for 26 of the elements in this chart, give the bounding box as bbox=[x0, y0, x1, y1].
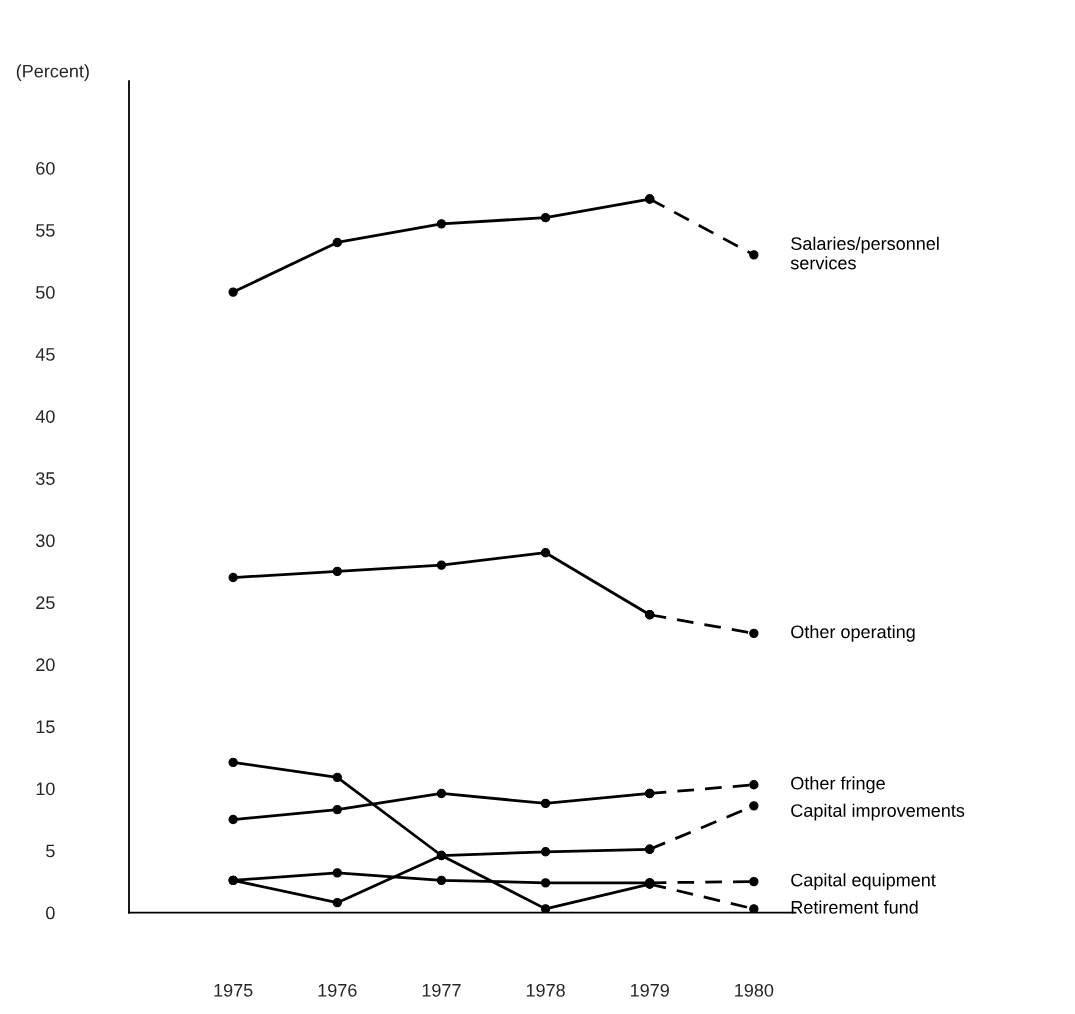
text: Salaries/personnel services bbox=[790, 236, 939, 270]
y-axis-title: (Percent) bbox=[16, 64, 89, 82]
y-tick-label: 45 bbox=[35, 348, 55, 361]
text: Capital improvements bbox=[791, 803, 965, 821]
y-tick-label: 15 bbox=[36, 720, 55, 734]
x-tick-label: 1980 bbox=[735, 983, 774, 997]
text: Retirement fund bbox=[791, 900, 918, 914]
y-tick-label: 25 bbox=[36, 596, 55, 610]
y-tick-label: 0 bbox=[46, 906, 55, 920]
y-tick-label: 30 bbox=[36, 534, 55, 548]
text: Capital equipment bbox=[791, 873, 936, 890]
x-tick-label: 1976 bbox=[318, 983, 357, 997]
y-tick-label: 50 bbox=[36, 286, 55, 299]
text: Other operating bbox=[791, 624, 915, 642]
x-tick-label: 1979 bbox=[631, 983, 669, 997]
y-tick-label: 5 bbox=[46, 844, 55, 858]
y-tick-label: 20 bbox=[36, 658, 55, 672]
y-tick-label: 10 bbox=[36, 782, 55, 796]
y-tick-label: 40 bbox=[35, 410, 55, 423]
y-tick-label: 55 bbox=[36, 224, 55, 237]
x-tick-label: 1975 bbox=[214, 983, 253, 997]
text: Other fringe bbox=[791, 776, 885, 794]
x-tick-label: 1977 bbox=[422, 983, 461, 997]
y-tick-label: 60 bbox=[36, 161, 55, 175]
x-tick-label: 1978 bbox=[526, 983, 565, 997]
y-tick-label: 35 bbox=[36, 472, 55, 485]
